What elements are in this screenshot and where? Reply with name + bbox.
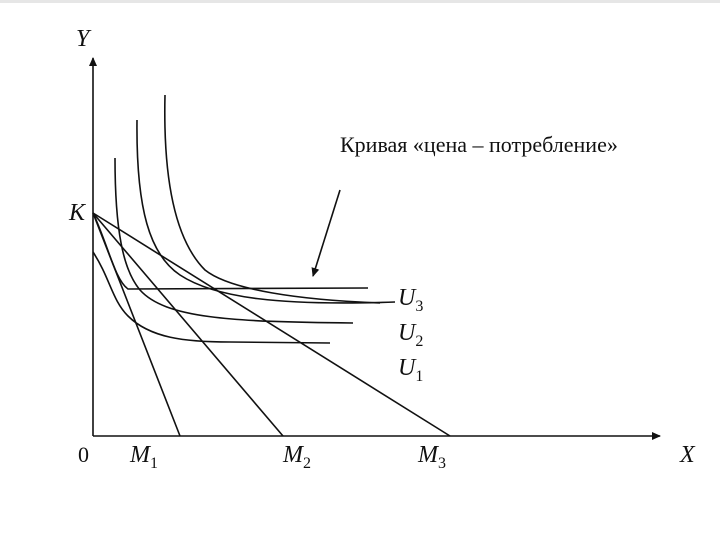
budget-line-m3	[92, 212, 451, 437]
u3-label: U3	[398, 285, 423, 315]
caption: Кривая «цена – потребление»	[340, 132, 618, 157]
indifference-curve-u3	[136, 119, 396, 304]
k-label: K	[68, 200, 87, 226]
top-border	[0, 0, 720, 3]
indifference-curve-u1	[92, 251, 331, 344]
indifference-curve-u2	[114, 157, 354, 324]
budget-line-m2	[92, 212, 284, 437]
m2-label: M2	[282, 442, 311, 472]
m3-label: M3	[417, 442, 446, 472]
u2-label: U2	[398, 320, 423, 350]
indifference-curve-outer	[163, 94, 381, 304]
price-consumption-curve	[92, 212, 369, 290]
x-axis-label: X	[679, 442, 696, 468]
u1-label: U1	[398, 355, 423, 385]
caption-pointer-arrow	[311, 189, 341, 277]
y-axis-label: Y	[76, 26, 92, 52]
m1-label: M1	[129, 442, 158, 472]
origin-label: 0	[78, 442, 89, 467]
